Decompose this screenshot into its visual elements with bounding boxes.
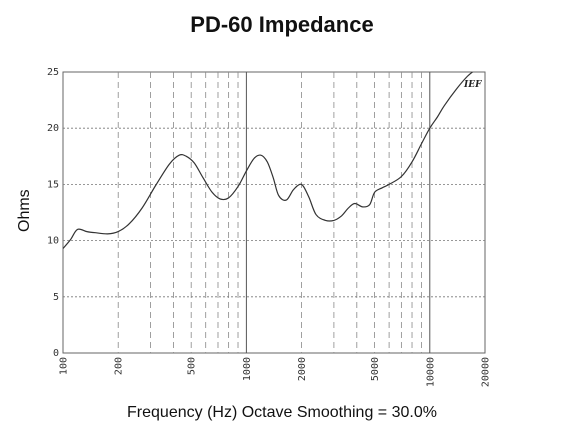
- x-tick-labels: 100 200 500 1000 2000 5000 10000 20000: [59, 357, 492, 387]
- chart-title: PD-60 Impedance: [190, 12, 374, 37]
- y-tick-label: 10: [47, 236, 59, 247]
- y-axis-label: Ohms: [16, 189, 33, 232]
- y-tick-label: 20: [47, 123, 59, 134]
- y-tick-label: 15: [47, 179, 59, 190]
- x-tick-label: 5000: [370, 357, 381, 381]
- x-tick-label: 200: [114, 357, 125, 375]
- x-axis-label: Frequency (Hz) Octave Smoothing = 30.0%: [127, 404, 437, 421]
- ief-logo: IEF: [463, 80, 482, 90]
- x-tick-label: 1000: [242, 357, 253, 381]
- y-tick-label: 25: [47, 67, 59, 78]
- x-tick-label: 10000: [425, 357, 436, 387]
- y-tick-label: 0: [53, 348, 59, 359]
- plot-area: [62, 71, 486, 354]
- grid: [63, 72, 485, 353]
- y-tick-label: 5: [53, 292, 59, 303]
- x-tick-label: 2000: [297, 357, 308, 381]
- x-tick-label: 500: [187, 357, 198, 375]
- impedance-curve: [63, 72, 474, 249]
- x-tick-label: 20000: [481, 357, 492, 387]
- x-tick-label: 100: [59, 357, 70, 375]
- y-tick-labels: 0 5 10 15 20 25: [47, 67, 59, 359]
